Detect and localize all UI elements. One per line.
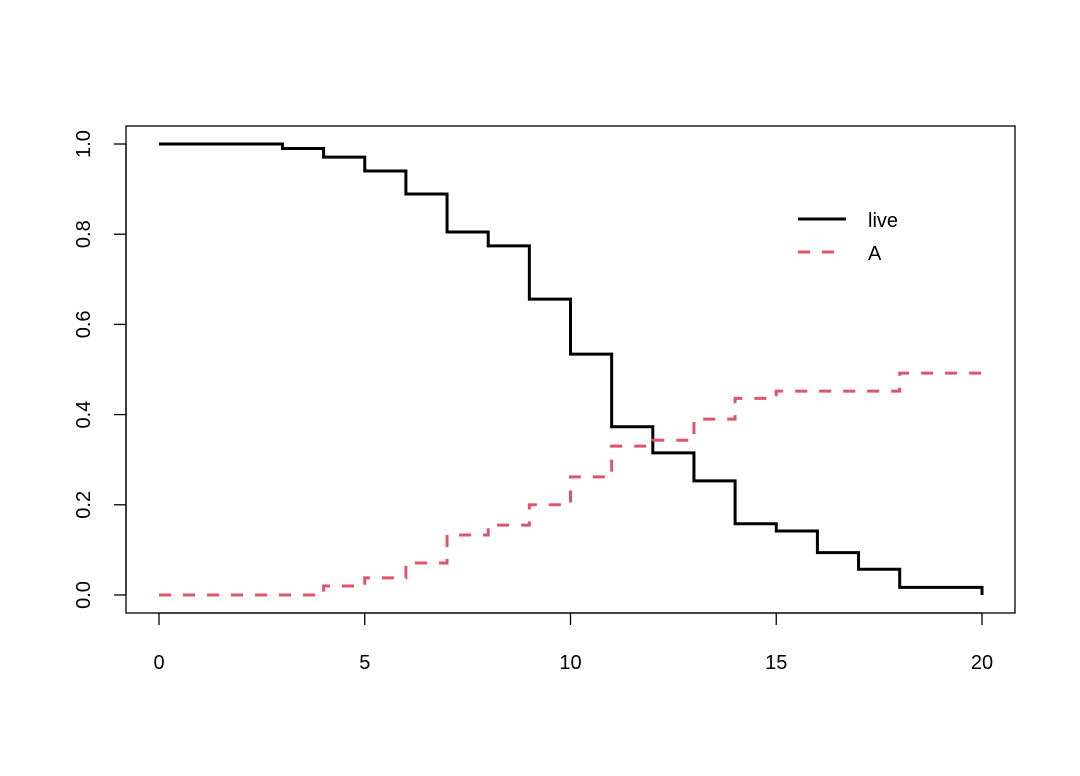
y-tick-label: 1.0: [73, 130, 95, 158]
legend-label: A: [868, 243, 882, 265]
y-tick-label: 0.2: [73, 491, 95, 519]
y-tick-label: 0.0: [73, 581, 95, 609]
plot-frame: [125, 125, 1016, 614]
x-axis: 0 5 10 15 20: [153, 612, 993, 674]
y-tick-label: 0.6: [73, 310, 95, 338]
x-tick-label: 0: [153, 652, 164, 674]
x-tick-label: 15: [765, 652, 787, 674]
y-tick-label: 0.4: [73, 401, 95, 429]
series-lines: [159, 142, 984, 597]
series-line-live: [159, 142, 984, 595]
legend: live A: [798, 210, 898, 265]
x-tick-label: 20: [971, 652, 993, 674]
y-tick-label: 0.8: [73, 220, 95, 248]
x-tick-label: 10: [559, 652, 581, 674]
y-axis: 0.0 0.2 0.4 0.6 0.8 1.0: [73, 130, 127, 609]
legend-label: live: [868, 210, 898, 232]
series-line-a: [159, 371, 982, 597]
x-tick-label: 5: [359, 652, 370, 674]
